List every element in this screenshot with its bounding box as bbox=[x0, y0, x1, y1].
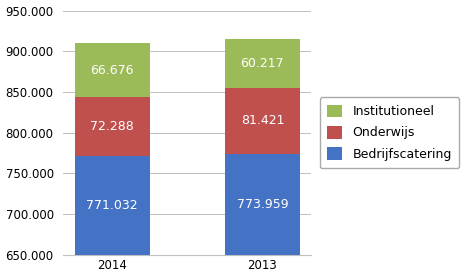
Bar bbox=[225, 88, 300, 154]
Bar bbox=[225, 154, 300, 255]
Text: 66.676: 66.676 bbox=[90, 64, 134, 77]
Text: 81.421: 81.421 bbox=[240, 114, 284, 127]
Bar bbox=[75, 156, 150, 255]
Bar bbox=[225, 39, 300, 88]
Bar bbox=[75, 97, 150, 156]
Bar bbox=[75, 43, 150, 97]
Text: 72.288: 72.288 bbox=[90, 120, 134, 133]
Text: 773.959: 773.959 bbox=[237, 198, 288, 211]
Legend: Institutioneel, Onderwijs, Bedrijfscatering: Institutioneel, Onderwijs, Bedrijfscater… bbox=[320, 97, 459, 168]
Text: 771.032: 771.032 bbox=[86, 199, 138, 212]
Text: 60.217: 60.217 bbox=[240, 56, 284, 70]
